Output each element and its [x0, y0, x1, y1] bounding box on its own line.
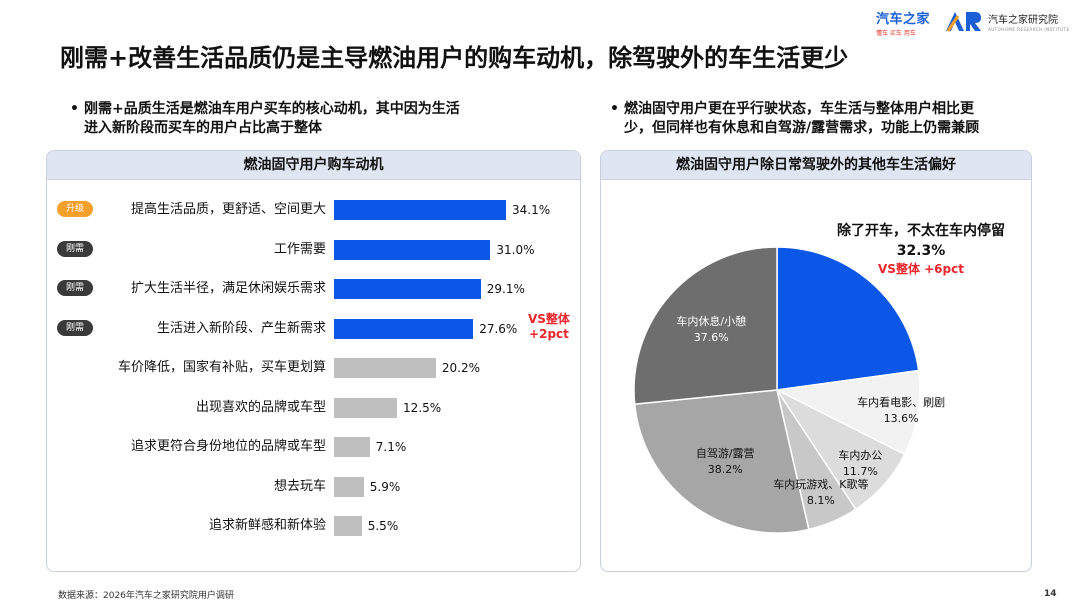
bar — [334, 318, 474, 339]
bar-row: 车价降低，国家有补贴，买车更划算 20.2% — [47, 355, 580, 381]
bar-value-label: 29.1% — [486, 282, 525, 296]
pie-slice — [774, 369, 921, 456]
bar-value-label: 34.1% — [512, 203, 551, 217]
bar-row: 刚需 生活进入新阶段、产生新需求 27.6% — [47, 316, 580, 342]
left-bullet: • 刚需+品质生活是燃油车用户买车的核心动机，其中因为生活 进入新阶段而买车的用… — [70, 101, 460, 136]
bar — [334, 279, 481, 299]
right-bullet-line2: 少，但同样也有休息和自驾游/露营需求，功能上仍需兼顾 — [624, 120, 980, 136]
bar-row: 刚需 扩大生活半径，满足休闲娱乐需求 29.1% — [47, 276, 580, 302]
bar-tag: 刚需 — [57, 319, 93, 336]
institute-en: AUTOHOME RESEARCH INSTITUTE — [988, 26, 1070, 32]
bar-value-label: 20.2% — [441, 361, 480, 375]
bar-category-label: 生活进入新阶段、产生新需求 — [156, 320, 326, 336]
pie-callout-annotation: VS整体 +6pct — [878, 262, 964, 276]
bar-category-label: 提高生活品质，更舒适、空间更大 — [130, 202, 326, 217]
pie-slice-label: 车内看电影、刷剧 13.6% — [851, 395, 951, 427]
data-source: 数据来源：2026年汽车之家研究院用户调研 — [58, 591, 234, 601]
bar-tag: 刚需 — [57, 240, 93, 257]
right-bullet: • 燃油固守用户更在乎行驶状态，车生活与整体用户相比更 少，但同样也有休息和自驾… — [610, 101, 980, 136]
bar-annotation: VS整体 +2pct — [528, 312, 570, 342]
bar-value-label: 7.1% — [375, 440, 407, 454]
bar — [334, 437, 370, 457]
bar — [334, 358, 436, 378]
bar-category-label: 车价降低，国家有补贴，买车更划算 — [117, 360, 326, 375]
right-bullet-line1: 燃油固守用户更在乎行驶状态，车生活与整体用户相比更 — [624, 101, 974, 117]
bar-value-label: 31.0% — [496, 242, 535, 257]
bar-value-label: 5.5% — [367, 519, 399, 533]
bar-tag: 刚需 — [57, 280, 93, 296]
bar-value-label: 12.5% — [403, 400, 442, 415]
bar-annotation-line2: +2pct — [529, 327, 569, 341]
pie-slice-name: 车内看电影、刷剧 — [857, 395, 946, 409]
pie-slice-name: 车内休息/小憩 — [676, 315, 747, 329]
bar — [334, 516, 362, 536]
logo-slogan: 懂车 买车 用车 — [876, 30, 916, 37]
pie-slice-value: 11.7% — [842, 465, 878, 479]
pie-slice-label: 车内玩游戏、K歌等 8.1% — [771, 477, 871, 509]
bar-row: 出现喜欢的品牌或车型 12.5% — [47, 395, 580, 421]
pie-slice-name: 自驾游/露营 — [695, 446, 755, 460]
pie-slice — [633, 246, 778, 405]
bar — [334, 397, 398, 418]
bar-annotation-line1: VS整体 — [528, 312, 570, 326]
purchase-motive-panel: 燃油固守用户购车动机 升级 提高生活品质，更舒适、空间更大 34.1% 刚需 工作需要 3… — [46, 150, 581, 572]
left-bullet-line1: 刚需+品质生活是燃油车用户买车的核心动机，其中因为生活 — [84, 101, 460, 117]
page-title: 刚需+改善生活品质仍是主导燃油用户的购车动机，除驾驶外的车生活更少 — [60, 44, 849, 72]
bar — [334, 239, 491, 260]
bar-tag: 升级 — [57, 201, 93, 217]
autohome-logo: 汽车之家 懂车 买车 用车 — [876, 8, 930, 37]
bar-category-label: 追求更符合身份地位的品牌或车型 — [130, 439, 326, 454]
pie-slice-label: 车内办公 11.7% — [810, 448, 910, 480]
pie-slice — [776, 246, 920, 391]
bar-category-label: 追求新鲜感和新体验 — [208, 518, 326, 533]
pie-callout-label: 除了开车，不太在车内停留 — [837, 223, 1005, 239]
pie-slice — [633, 389, 810, 534]
car-life-panel: 燃油固守用户除日常驾驶外的其他车生活偏好 除了开车，不太在车内停留 32.3% … — [600, 150, 1032, 572]
car-life-chart-title: 燃油固守用户除日常驾驶外的其他车生活偏好 — [601, 151, 1031, 180]
pie-slice-value: 13.6% — [883, 411, 919, 425]
bar-row: 追求新鲜感和新体验 5.5% — [47, 513, 580, 539]
bar — [334, 200, 506, 220]
bar-value-label: 5.9% — [369, 479, 401, 494]
bar-value-label: 27.6% — [479, 321, 518, 336]
pie-chart — [633, 246, 921, 534]
pie-slice-name: 车内玩游戏、K歌等 — [773, 477, 869, 491]
left-bullet-line2: 进入新阶段而买车的用户占比高于整体 — [84, 120, 322, 136]
page-number: 14 — [1044, 589, 1057, 599]
bar — [334, 476, 364, 497]
bar-row: 刚需 工作需要 31.0% — [47, 237, 580, 263]
purchase-motive-chart-title: 燃油固守用户购车动机 — [47, 151, 580, 180]
bar-category-label: 想去玩车 — [273, 478, 326, 494]
pie-callout: 除了开车，不太在车内停留 32.3% VS整体 +6pct — [821, 221, 1021, 277]
pie-slice-label: 车内休息/小憩 37.6% — [661, 314, 761, 346]
bar-row: 想去玩车 5.9% — [47, 474, 580, 500]
institute-name: 汽车之家研究院 — [988, 14, 1058, 26]
bar-category-label: 出现喜欢的品牌或车型 — [195, 399, 326, 415]
institute-logo: 汽车之家研究院 AUTOHOME RESEARCH INSTITUTE — [944, 10, 1070, 32]
logo-main-text: 汽车之家 — [876, 12, 931, 27]
pie-slice-value: 37.6% — [693, 331, 729, 345]
pie-slice-name: 车内办公 — [838, 449, 883, 463]
bar-category-label: 扩大生活半径，满足休闲娱乐需求 — [130, 281, 326, 296]
pie-slice-value: 8.1% — [806, 493, 835, 507]
pie-slice-label: 自驾游/露营 38.2% — [675, 446, 775, 478]
ar-logo-icon — [946, 12, 981, 32]
bar-row: 追求更符合身份地位的品牌或车型 7.1% — [47, 434, 580, 460]
bar-category-label: 工作需要 — [273, 241, 326, 257]
pie-slice-value: 38.2% — [707, 462, 743, 476]
bar-row: 升级 提高生活品质，更舒适、空间更大 34.1% — [47, 197, 580, 223]
pie-callout-value: 32.3% — [896, 243, 946, 259]
